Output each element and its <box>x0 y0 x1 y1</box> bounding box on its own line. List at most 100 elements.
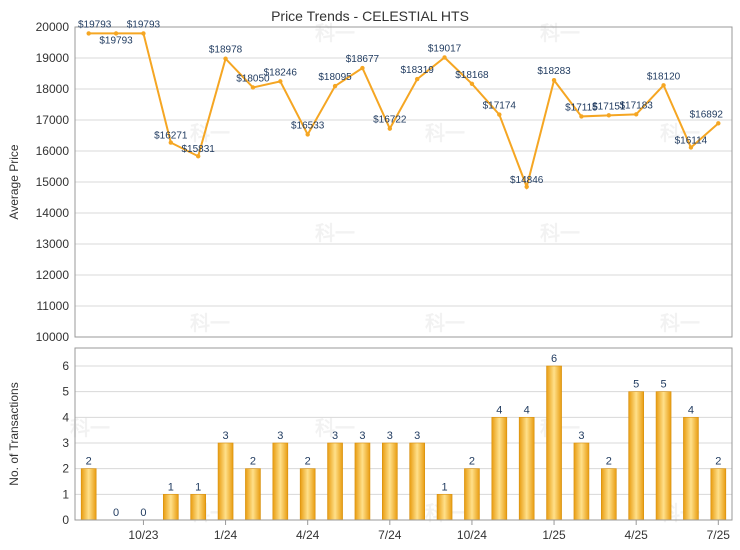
price-data-label: $18120 <box>647 71 681 82</box>
price-point <box>661 83 666 88</box>
transactions-data-label: 5 <box>661 379 667 391</box>
transactions-data-label: 2 <box>715 456 721 468</box>
x-tick-label: 4/25 <box>625 528 649 542</box>
x-tick-label: 7/24 <box>378 528 402 542</box>
price-y-tick-label: 11000 <box>37 299 70 313</box>
price-data-label: $19793 <box>78 19 112 30</box>
price-data-label: $18168 <box>455 70 489 81</box>
transactions-data-label: 0 <box>113 507 119 519</box>
transactions-data-label: 5 <box>633 379 639 391</box>
price-point <box>113 31 119 36</box>
price-point <box>688 145 694 150</box>
transactions-bar <box>272 442 289 521</box>
transactions-y-tick-label: 5 <box>62 385 69 399</box>
price-data-label: $18978 <box>209 45 243 56</box>
price-point <box>442 55 447 60</box>
transactions-bar <box>245 468 261 521</box>
transactions-bar <box>382 442 398 521</box>
price-data-label: $16114 <box>675 135 708 146</box>
transactions-x-ticks: 10/23 1/24 4/24 7/24 10/24 1/25 4/25 7/25 <box>128 520 730 542</box>
price-data-label: $19017 <box>428 43 462 54</box>
price-point <box>168 140 174 145</box>
transactions-data-label: 3 <box>578 430 584 442</box>
transactions-data-label: 2 <box>250 456 256 468</box>
price-data-label: $17174 <box>483 101 517 112</box>
watermark-text: 科一 <box>540 221 580 245</box>
price-data-label: $18246 <box>264 67 298 78</box>
transactions-bar <box>628 391 644 521</box>
transactions-bar <box>80 468 97 521</box>
transactions-bar <box>655 391 672 521</box>
price-data-label: $17183 <box>620 100 654 111</box>
transactions-bar <box>409 442 425 521</box>
price-data-label: $16271 <box>154 131 188 142</box>
transactions-y-tick-label: 2 <box>62 462 69 476</box>
transactions-bar <box>710 468 727 521</box>
price-data-label: $18677 <box>346 54 380 65</box>
price-point <box>551 78 557 83</box>
transactions-bar <box>299 468 316 521</box>
price-data-label: $19793 <box>99 35 133 46</box>
transactions-data-label: 4 <box>496 404 502 416</box>
price-point <box>469 81 475 86</box>
x-tick-label: 4/24 <box>296 528 320 542</box>
transactions-bars: 2 0 0 1 1 3 2 3 2 3 3 3 3 1 2 4 4 6 3 2 5 5 4 2 <box>80 353 727 521</box>
price-data-label: $18319 <box>401 65 435 76</box>
price-point <box>497 112 502 117</box>
transactions-data-label: 6 <box>551 353 557 365</box>
price-line <box>88 32 719 191</box>
price-y-tick-label: 12000 <box>36 268 70 282</box>
transactions-bar <box>601 468 617 521</box>
transactions-y-axis-label: No. of Transactions <box>7 382 21 485</box>
watermark-text: 科一 <box>425 311 465 335</box>
x-tick-label: 1/25 <box>542 528 566 542</box>
price-data-label: $17115 <box>565 102 598 113</box>
price-point <box>223 56 228 61</box>
price-point <box>606 113 612 118</box>
watermark-text: 科一 <box>70 416 110 440</box>
price-point <box>524 184 529 189</box>
price-data-label: $16722 <box>373 115 407 126</box>
transactions-data-label: 1 <box>168 481 174 493</box>
transactions-data-label: 2 <box>305 456 311 468</box>
transactions-bar <box>163 494 179 521</box>
transactions-bar <box>683 417 699 521</box>
price-data-label: $14846 <box>510 175 544 186</box>
price-data-label: $18095 <box>318 72 352 83</box>
transactions-bar <box>354 442 371 521</box>
price-data-label: $19793 <box>127 19 161 30</box>
price-y-tick-label: 14000 <box>36 206 70 220</box>
price-y-tick-label: 17000 <box>36 113 70 127</box>
watermark-text: 科一 <box>315 416 355 440</box>
transactions-y-tick-label: 4 <box>62 410 69 424</box>
price-data-label: $16533 <box>291 120 325 131</box>
price-data-label: $18283 <box>537 66 571 77</box>
watermark-text: 科一 <box>190 311 230 335</box>
transactions-data-label: 2 <box>86 456 92 468</box>
transactions-y-tick-label: 1 <box>62 487 69 501</box>
transactions-data-label: 0 <box>140 507 146 519</box>
price-y-tick-label: 20000 <box>36 20 70 34</box>
price-plot-frame <box>74 26 733 338</box>
transactions-data-label: 4 <box>688 404 694 416</box>
price-point <box>579 114 584 119</box>
price-point <box>250 85 256 90</box>
price-point <box>387 126 393 131</box>
transactions-data-label: 1 <box>195 481 201 493</box>
price-data-label: $15831 <box>182 144 216 155</box>
price-point <box>141 31 146 36</box>
price-data-label: $16892 <box>690 109 724 120</box>
price-point <box>414 76 420 82</box>
price-y-tick-label: 13000 <box>36 237 70 251</box>
x-tick-label: 7/25 <box>707 528 731 542</box>
transactions-data-label: 3 <box>359 430 365 442</box>
price-point <box>360 65 365 71</box>
watermark-text: 科一 <box>315 221 355 245</box>
transactions-data-label: 1 <box>442 481 448 493</box>
price-y-tick-label: 16000 <box>36 144 70 158</box>
transactions-bar <box>518 417 535 521</box>
transactions-data-label: 3 <box>332 430 338 442</box>
transactions-plot-frame <box>74 347 733 521</box>
watermark-text: 科一 <box>315 21 355 45</box>
price-point <box>633 112 639 117</box>
